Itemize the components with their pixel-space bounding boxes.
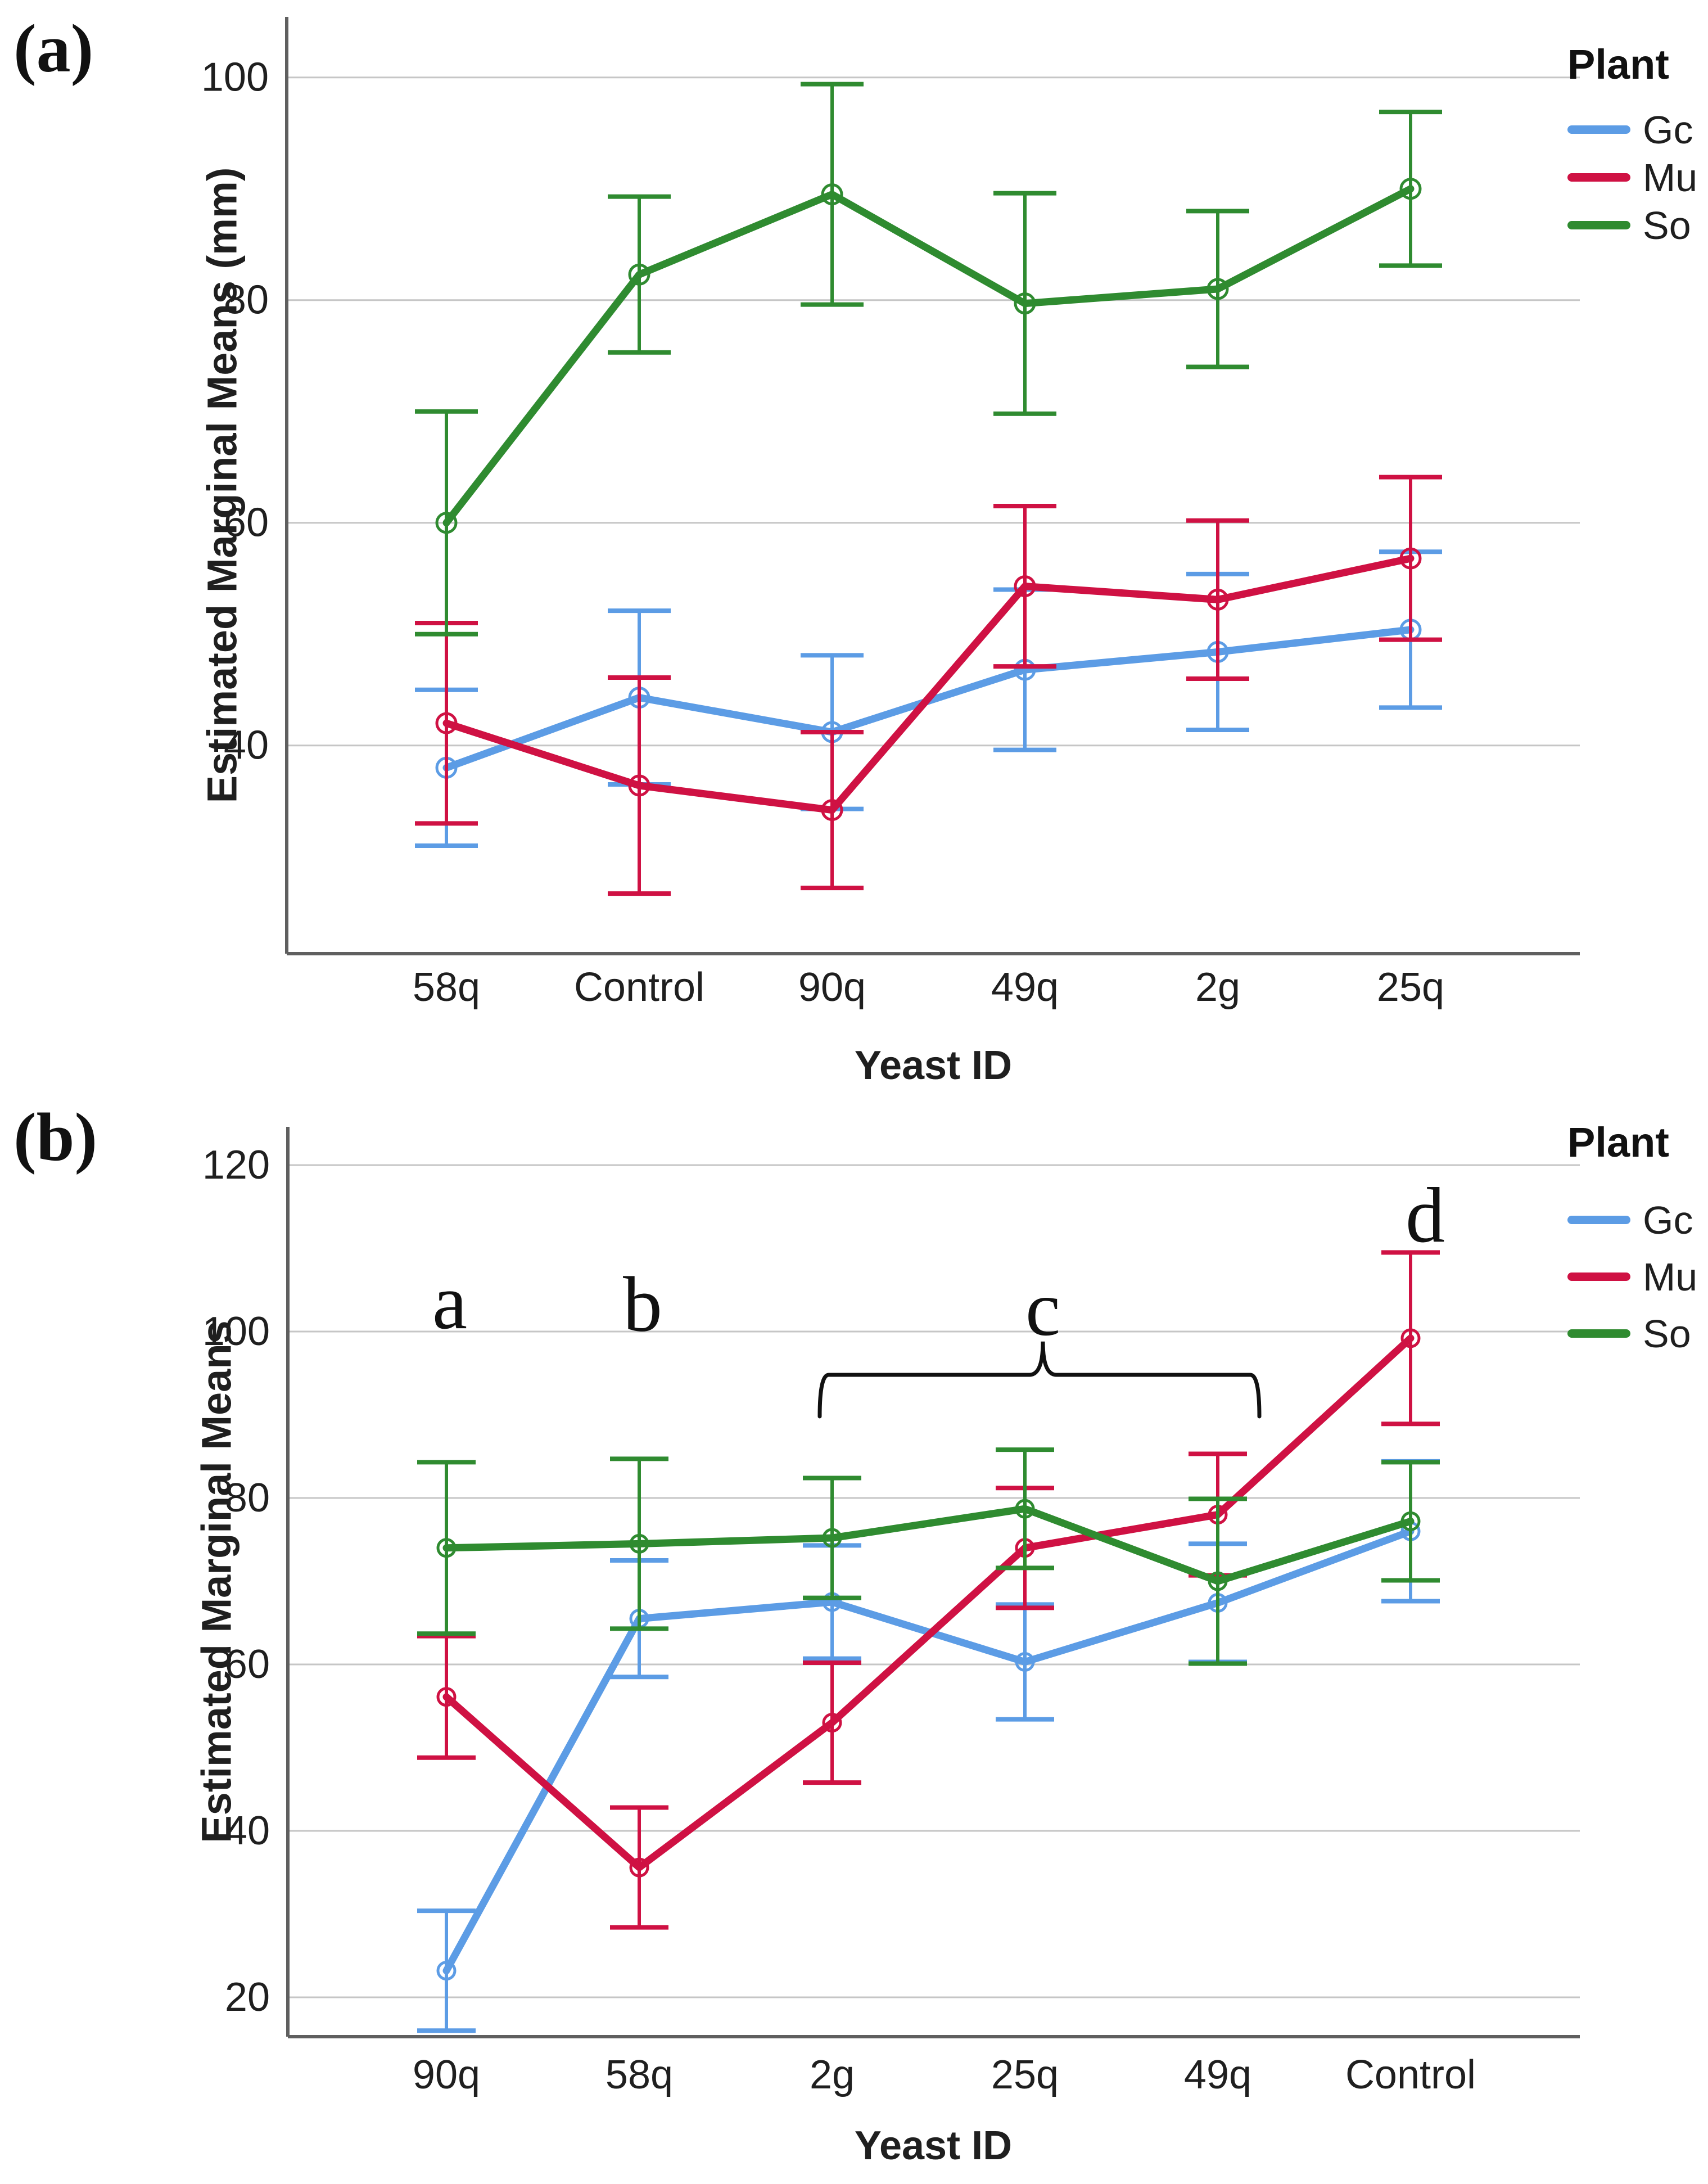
mu-point-Control — [628, 774, 650, 797]
panel-b-x-axis-title: Yeast ID — [854, 2123, 1013, 2168]
panel-b-xtick-Control: Control — [1345, 2052, 1476, 2097]
mu-line — [442, 1334, 1415, 1871]
mu-point-2g — [1207, 588, 1229, 611]
panel-a-ytick-100: 100 — [201, 55, 269, 100]
legend-item-so: So — [1567, 1305, 1708, 1362]
panel-b-ytick-60: 60 — [225, 1642, 270, 1687]
so-point-49q — [1208, 1571, 1228, 1591]
panel-b-plot: 20 40 60 80 100 120 90q 58q 2g 25q 49q Control a b c d — [202, 1127, 1580, 2097]
mu-line — [442, 554, 1415, 814]
significance-letter-b: b — [623, 1261, 662, 1348]
significance-letter-d: d — [1406, 1172, 1445, 1259]
panel-a-legend-items: Gc Mu So — [1567, 106, 1708, 249]
so-point-90q — [821, 183, 843, 206]
series-mu-panel-b — [417, 1250, 1440, 1930]
panel-a-xtick-49q: 49q — [991, 965, 1059, 1010]
gc-point-25q — [1015, 1652, 1035, 1672]
significance-letter-a: a — [432, 1258, 467, 1346]
mu-line-swatch — [1567, 1273, 1630, 1281]
panel-a-ytick-80: 80 — [224, 278, 269, 323]
panel-a-legend-title: Plant — [1567, 41, 1669, 88]
so-line — [442, 1505, 1415, 1585]
panel-b-xtick-58q: 58q — [606, 2052, 673, 2097]
mu-point-90q — [821, 799, 843, 822]
panel-a-xtick-2g: 2g — [1195, 965, 1240, 1010]
legend-label-gc: Gc — [1643, 1198, 1693, 1242]
significance-letter-c: c — [1025, 1265, 1060, 1352]
panel-b-xtick-49q: 49q — [1184, 2052, 1251, 2097]
mu-point-58q — [435, 712, 458, 734]
panel-a-x-axis-title: Yeast ID — [854, 1043, 1013, 1088]
panel-a-ytick-60: 60 — [224, 500, 269, 545]
so-line-swatch — [1567, 1329, 1630, 1338]
mu-point-58q — [629, 1857, 649, 1878]
so-point-2g — [1207, 278, 1229, 300]
legend-label-gc: Gc — [1643, 107, 1693, 152]
legend-label-so: So — [1643, 203, 1691, 247]
panel-b-ytick-20: 20 — [225, 1975, 270, 2020]
panel-b-label: (b) — [13, 1099, 98, 1175]
mu-point-90q — [436, 1687, 457, 1707]
mu-point-25q — [1399, 547, 1422, 570]
so-point-49q — [1014, 292, 1036, 315]
mu-point-49q — [1014, 575, 1036, 598]
gc-line — [442, 1527, 1415, 1975]
panel-b-legend-items: Gc Mu So — [1567, 1192, 1708, 1362]
legend-item-gc: Gc — [1567, 1192, 1708, 1248]
panel-a-legend: Plant Gc Mu So — [1567, 44, 1708, 249]
so-point-Control — [1400, 1511, 1421, 1531]
mu-point-Control — [1400, 1328, 1421, 1348]
panel-a-label: (a) — [13, 11, 94, 87]
series-so-panel-a — [415, 82, 1442, 637]
panel-a-xtick-58q: 58q — [413, 965, 480, 1010]
panel-b-legend: Plant Gc Mu So — [1567, 1122, 1708, 1362]
so-point-25q — [1399, 178, 1422, 200]
gc-point-90q — [436, 1961, 457, 1981]
gc-line-swatch — [1567, 1216, 1630, 1224]
panel-b-ytick-40: 40 — [225, 1808, 270, 1853]
panel-b-ytick-100: 100 — [202, 1309, 270, 1354]
legend-item-gc: Gc — [1567, 106, 1708, 154]
legend-item-mu: Mu — [1567, 154, 1708, 201]
gc-line-swatch — [1567, 125, 1630, 134]
so-line — [442, 185, 1415, 527]
panel-a-ytick-40: 40 — [224, 723, 269, 768]
panel-b-ytick-120: 120 — [202, 1143, 270, 1188]
panel-a-xtick-Control: Control — [574, 965, 704, 1010]
panel-b-xtick-90q: 90q — [413, 2052, 480, 2097]
so-point-90q — [436, 1538, 457, 1558]
panel-a-xtick-90q: 90q — [798, 965, 866, 1010]
panel-a-xtick-25q: 25q — [1377, 965, 1444, 1010]
panel-b-xtick-25q: 25q — [991, 2052, 1059, 2097]
legend-item-mu: Mu — [1567, 1248, 1708, 1305]
so-point-25q — [1015, 1499, 1035, 1519]
panel-b-ytick-80: 80 — [225, 1475, 270, 1520]
mu-line-swatch — [1567, 173, 1630, 182]
significance-bracket-c — [817, 1341, 1262, 1419]
so-point-58q — [629, 1533, 649, 1554]
so-point-2g — [822, 1528, 842, 1548]
legend-label-mu: Mu — [1643, 1255, 1698, 1299]
series-so-panel-b — [417, 1447, 1440, 1666]
legend-label-mu: Mu — [1643, 155, 1698, 200]
mu-point-2g — [822, 1713, 842, 1733]
so-line-swatch — [1567, 221, 1630, 229]
so-point-Control — [628, 263, 650, 286]
legend-item-so: So — [1567, 201, 1708, 249]
panel-a-plot: 40 60 80 100 58q Control 90q 49q 2g 25q — [201, 17, 1580, 1010]
panel-b-legend-title: Plant — [1567, 1119, 1669, 1166]
so-point-58q — [435, 512, 458, 534]
series-mu-panel-a — [415, 475, 1442, 896]
panel-b-xtick-2g: 2g — [810, 2052, 855, 2097]
legend-label-so: So — [1643, 1311, 1691, 1356]
